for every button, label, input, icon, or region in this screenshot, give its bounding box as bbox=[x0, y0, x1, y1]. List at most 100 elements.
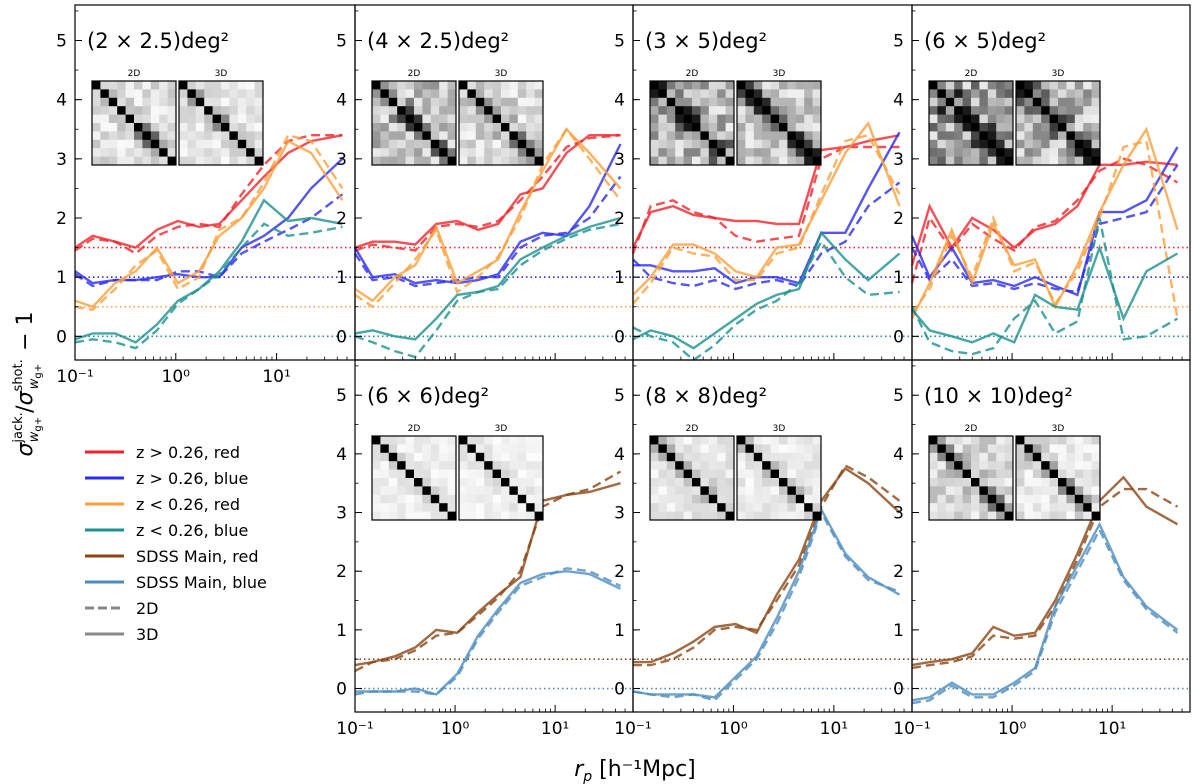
matrix-cell bbox=[753, 131, 763, 141]
matrix-cell bbox=[447, 503, 457, 512]
matrix-cell bbox=[987, 131, 997, 141]
matrix-cell bbox=[195, 123, 205, 132]
matrix-cell bbox=[179, 106, 188, 115]
matrix-cell bbox=[666, 156, 676, 166]
matrix-cell bbox=[117, 114, 126, 124]
matrix-cell bbox=[762, 89, 771, 99]
y-tick-label: 2 bbox=[336, 209, 347, 229]
solid-line-3d bbox=[911, 243, 1179, 344]
matrix-cell bbox=[929, 148, 938, 157]
matrix-cell bbox=[700, 139, 710, 149]
matrix-cell bbox=[683, 106, 693, 115]
matrix-cell bbox=[475, 89, 485, 99]
matrix-cell bbox=[1074, 494, 1084, 504]
matrix-cell bbox=[937, 139, 947, 149]
matrix-cell bbox=[650, 148, 659, 157]
matrix-cell bbox=[475, 469, 485, 479]
inset-frame bbox=[649, 80, 735, 166]
matrix-cell bbox=[397, 469, 406, 479]
matrix-cell bbox=[812, 81, 822, 90]
matrix-cell bbox=[439, 139, 448, 149]
matrix-cell bbox=[509, 486, 519, 496]
matrix-cell bbox=[459, 97, 468, 107]
inset-label: 3D bbox=[1052, 69, 1065, 79]
matrix-cell bbox=[430, 511, 440, 521]
matrix-cell bbox=[1024, 106, 1034, 115]
matrix-cell bbox=[812, 461, 822, 470]
matrix-cell bbox=[142, 131, 152, 141]
matrix-cell bbox=[467, 461, 477, 470]
dashed-line-2d bbox=[911, 139, 1179, 319]
matrix-cell bbox=[1074, 461, 1084, 470]
matrix-cell bbox=[658, 452, 668, 462]
matrix-cell bbox=[1032, 494, 1042, 504]
inset-frame bbox=[371, 435, 457, 521]
dashed-line-2d bbox=[910, 217, 1179, 356]
matrix-cell bbox=[212, 89, 222, 99]
matrix-cell bbox=[762, 436, 771, 445]
matrix-cell bbox=[1066, 469, 1076, 479]
inset-label: 3D bbox=[773, 424, 786, 434]
matrix-cell bbox=[1004, 452, 1014, 462]
matrix-cell bbox=[762, 444, 771, 454]
matrix-cell bbox=[534, 156, 544, 166]
matrix-cell bbox=[658, 148, 668, 157]
inset-frame bbox=[928, 80, 1014, 166]
y-tick-label: 4 bbox=[336, 91, 347, 111]
matrix-cell bbox=[945, 89, 955, 99]
series-z-0-26-blue bbox=[74, 157, 344, 288]
matrix-cell bbox=[725, 148, 735, 157]
matrix-cell bbox=[929, 97, 938, 107]
matrix-cell bbox=[804, 503, 813, 512]
matrix-cell bbox=[422, 114, 432, 124]
matrix-cell bbox=[812, 436, 822, 445]
matrix-cell bbox=[1083, 139, 1092, 149]
matrix-cell bbox=[1066, 494, 1076, 504]
matrix-cell bbox=[692, 139, 701, 149]
matrix-cell bbox=[787, 139, 797, 149]
matrix-cell bbox=[1049, 436, 1059, 445]
matrix-cell bbox=[770, 123, 780, 132]
matrix-cell bbox=[509, 123, 519, 132]
matrix-cell bbox=[1041, 494, 1050, 504]
matrix-cell bbox=[779, 486, 788, 496]
matrix-cell bbox=[484, 106, 493, 115]
matrix-cell bbox=[1083, 452, 1092, 462]
matrix-cell bbox=[150, 106, 160, 115]
matrix-cell bbox=[254, 114, 264, 124]
matrix-cell bbox=[526, 139, 535, 149]
matrix-cell bbox=[134, 89, 143, 99]
matrix-cell bbox=[971, 436, 980, 445]
matrix-cell bbox=[517, 156, 527, 166]
x-tick-label: 10⁰ bbox=[441, 719, 470, 739]
matrix-cell bbox=[509, 478, 519, 487]
matrix-cell bbox=[812, 486, 822, 496]
matrix-cell bbox=[221, 97, 230, 107]
matrix-cell bbox=[1083, 97, 1092, 107]
matrix-cell bbox=[430, 131, 440, 141]
matrix-cell bbox=[246, 156, 255, 166]
matrix-cell bbox=[954, 131, 963, 141]
matrix-cell bbox=[92, 139, 101, 149]
matrix-cell bbox=[380, 148, 390, 157]
matrix-cell bbox=[388, 156, 398, 166]
matrix-cell bbox=[372, 444, 381, 454]
matrix-cell bbox=[167, 89, 177, 99]
matrix-cell bbox=[745, 444, 755, 454]
legend-label: z < 0.26, blue bbox=[136, 521, 248, 540]
matrix-cell bbox=[1083, 89, 1092, 99]
matrix-cell bbox=[484, 511, 493, 521]
matrix-cell bbox=[962, 486, 972, 496]
matrix-cell bbox=[666, 436, 676, 445]
matrix-cell bbox=[1091, 436, 1101, 445]
matrix-cell bbox=[658, 511, 668, 521]
matrix-cell bbox=[459, 156, 468, 166]
matrix-cell bbox=[1004, 436, 1014, 445]
matrix-cell bbox=[179, 156, 188, 166]
matrix-cell bbox=[666, 97, 676, 107]
matrix-cell bbox=[492, 89, 502, 99]
x-tick-label: 10¹ bbox=[541, 719, 569, 739]
matrix-cell bbox=[737, 139, 746, 149]
matrix-cell bbox=[212, 156, 222, 166]
